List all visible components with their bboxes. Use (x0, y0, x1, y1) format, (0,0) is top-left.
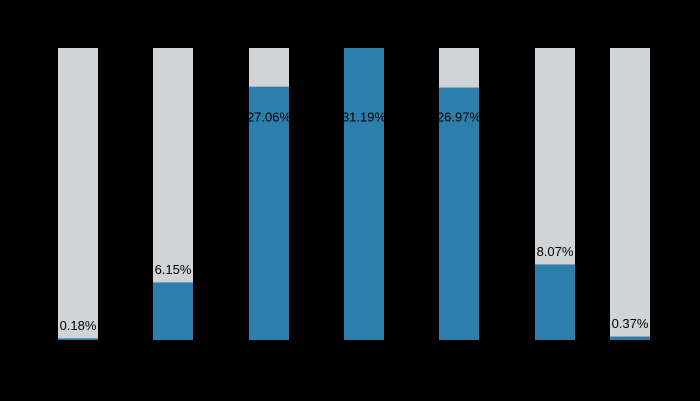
bar (535, 264, 575, 340)
value-label: 0.18% (60, 318, 97, 333)
bar-track (58, 48, 98, 340)
value-label: 6.15% (155, 262, 192, 277)
value-label: 26.97% (437, 109, 482, 124)
bar-track (610, 48, 650, 340)
value-label: 0.37% (612, 316, 649, 331)
bar (439, 87, 479, 340)
bar (58, 338, 98, 340)
bar (249, 86, 289, 341)
bar (153, 282, 193, 340)
value-label: 27.06% (247, 109, 292, 124)
bar (610, 336, 650, 340)
bar (344, 48, 384, 340)
value-label: 8.07% (537, 244, 574, 259)
value-label: 31.19% (342, 109, 387, 124)
